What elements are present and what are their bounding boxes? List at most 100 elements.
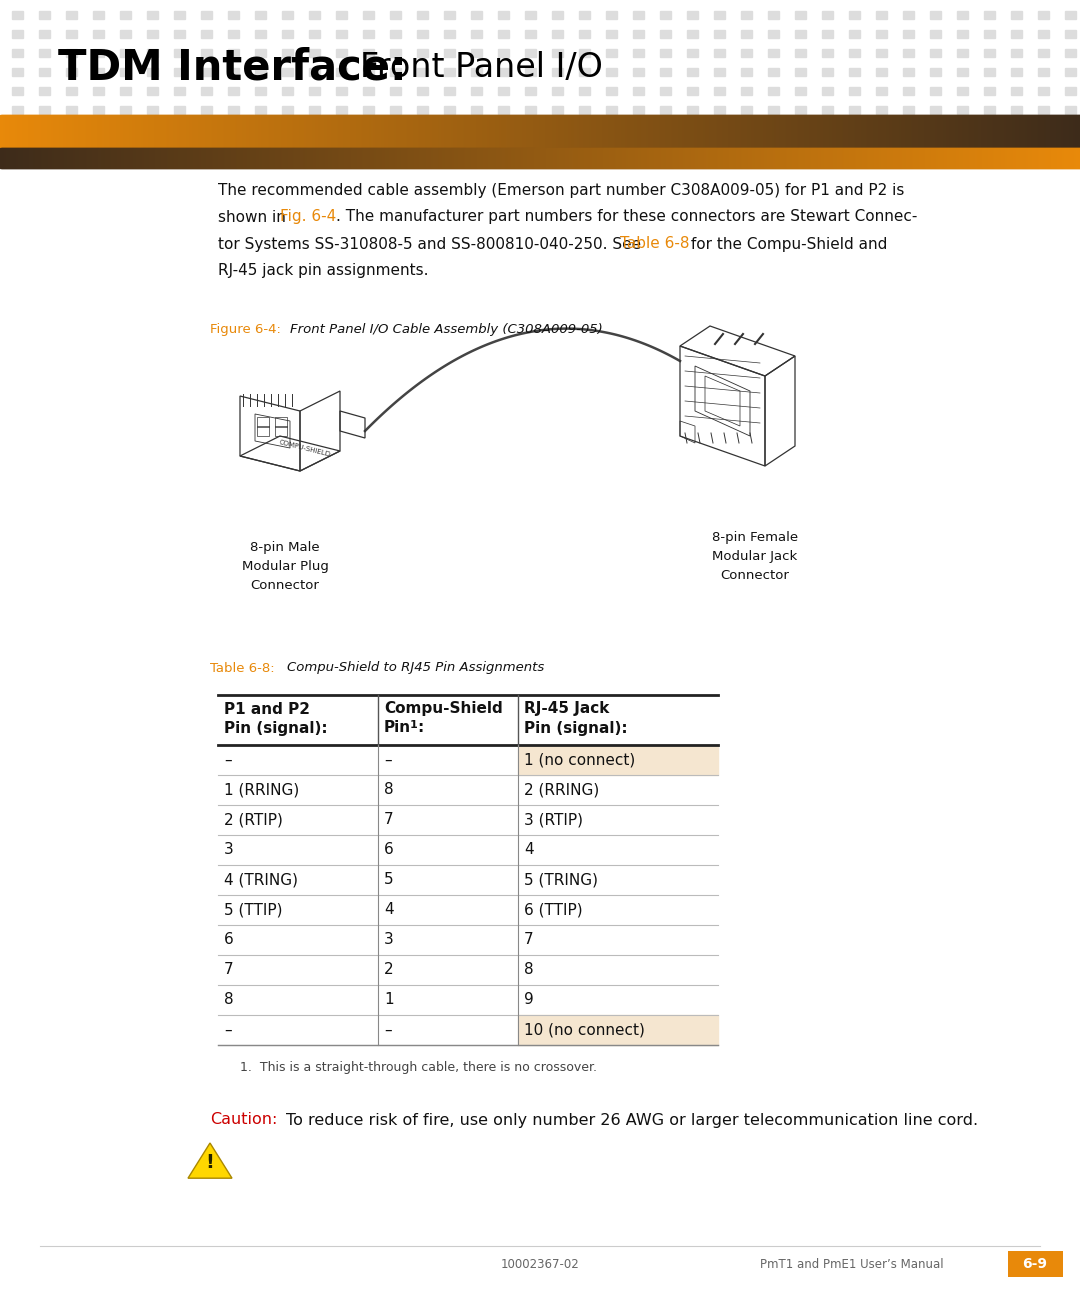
Bar [525, 30, 536, 38]
Bar [642, 115, 643, 148]
Bar [777, 148, 779, 168]
Bar [908, 148, 909, 168]
Bar [483, 115, 485, 148]
Bar [87, 148, 90, 168]
Bar [242, 115, 243, 148]
Bar [848, 115, 850, 148]
Bar [972, 115, 973, 148]
Bar [664, 148, 665, 168]
Bar [691, 148, 692, 168]
Bar [679, 115, 680, 148]
Bar [1022, 148, 1024, 168]
Bar [129, 148, 130, 168]
Bar [644, 148, 646, 168]
Bar [303, 115, 306, 148]
Bar [258, 115, 259, 148]
Bar [973, 115, 974, 148]
Bar [336, 148, 337, 168]
Bar [606, 115, 607, 148]
Bar [850, 148, 851, 168]
Bar [156, 115, 157, 148]
Bar [762, 148, 764, 168]
Bar [696, 148, 698, 168]
Bar [897, 148, 900, 168]
Bar [885, 115, 886, 148]
Bar [198, 115, 200, 148]
Bar [562, 148, 564, 168]
Bar [677, 115, 678, 148]
Bar [366, 115, 367, 148]
Bar [768, 49, 779, 57]
Bar [272, 115, 273, 148]
Bar [718, 148, 719, 168]
Bar [546, 115, 549, 148]
Text: 7: 7 [384, 813, 393, 828]
Bar [255, 106, 266, 114]
Bar [963, 148, 964, 168]
Bar [658, 115, 660, 148]
Bar [881, 115, 882, 148]
Bar [728, 148, 729, 168]
Bar [456, 148, 458, 168]
Bar [687, 106, 698, 114]
Bar [1032, 148, 1034, 168]
Bar [1011, 87, 1022, 95]
Bar [1072, 148, 1074, 168]
Bar [36, 148, 38, 168]
Bar [956, 148, 958, 168]
Bar [256, 148, 257, 168]
Bar [870, 148, 872, 168]
Bar [51, 115, 53, 148]
Bar [1015, 148, 1016, 168]
Bar [312, 115, 313, 148]
Bar [309, 49, 320, 57]
Bar [230, 115, 231, 148]
Bar [465, 115, 468, 148]
Bar [199, 148, 201, 168]
Bar [201, 30, 212, 38]
Bar [714, 10, 725, 19]
Text: 5 (TRING): 5 (TRING) [524, 872, 598, 888]
Bar [723, 115, 724, 148]
Bar [428, 148, 430, 168]
Text: Figure 6-4:: Figure 6-4: [210, 324, 281, 337]
Bar [471, 30, 482, 38]
Bar [327, 115, 328, 148]
Bar [200, 115, 202, 148]
Bar [329, 148, 330, 168]
Bar [876, 87, 887, 95]
Bar [1057, 115, 1058, 148]
Bar [207, 115, 208, 148]
Bar [993, 115, 994, 148]
Bar [183, 148, 185, 168]
Bar [470, 115, 472, 148]
Bar [897, 148, 899, 168]
Bar [1034, 115, 1036, 148]
Bar [1018, 115, 1020, 148]
Bar [1027, 148, 1028, 168]
Bar [348, 115, 350, 148]
Bar [635, 148, 636, 168]
Bar [564, 115, 566, 148]
Bar [434, 115, 435, 148]
Bar [72, 115, 73, 148]
Bar [372, 115, 374, 148]
Bar [1069, 148, 1070, 168]
Bar [384, 148, 386, 168]
Bar [972, 148, 973, 168]
Bar [706, 115, 707, 148]
Bar [939, 148, 940, 168]
Bar [201, 49, 212, 57]
Bar [912, 148, 913, 168]
Bar [829, 115, 831, 148]
Text: 1 (RRING): 1 (RRING) [224, 783, 299, 797]
Bar [120, 115, 121, 148]
Bar [282, 10, 293, 19]
Bar [579, 106, 590, 114]
Bar [783, 115, 784, 148]
Bar [810, 115, 811, 148]
Bar [374, 115, 376, 148]
Bar [845, 115, 847, 148]
Bar [0, 148, 1, 168]
Bar [615, 148, 617, 168]
